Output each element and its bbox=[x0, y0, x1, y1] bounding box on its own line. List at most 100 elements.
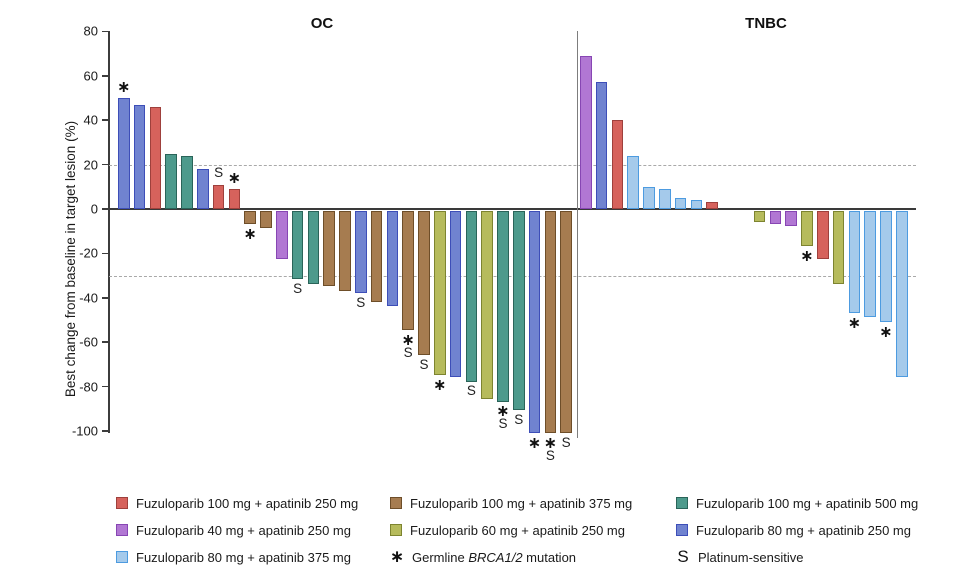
bar bbox=[465, 210, 478, 382]
bar bbox=[497, 210, 509, 402]
platinum-sensitive-marker: S bbox=[403, 345, 413, 361]
bar bbox=[165, 153, 177, 209]
legend-item: Fuzuloparib 100 mg + apatinib 375 mg bbox=[390, 494, 632, 512]
platinum-sensitive-marker: S bbox=[514, 412, 524, 428]
bar bbox=[880, 210, 892, 322]
bar bbox=[896, 210, 908, 378]
bar bbox=[260, 210, 272, 229]
brca-mutation-marker: ∗ bbox=[496, 401, 510, 421]
bar bbox=[643, 186, 655, 209]
legend-item: Fuzuloparib 80 mg + apatinib 250 mg bbox=[676, 521, 911, 539]
bar bbox=[611, 120, 624, 209]
legend-item: S Platinum-sensitive bbox=[676, 547, 804, 566]
bar bbox=[706, 202, 718, 209]
bar bbox=[560, 210, 572, 433]
legend-item: Fuzuloparib 40 mg + apatinib 250 mg bbox=[116, 521, 351, 539]
brca-mutation-marker: ∗ bbox=[243, 223, 257, 243]
bar bbox=[118, 98, 130, 209]
platinum-sensitive-marker: S bbox=[293, 281, 303, 297]
platinum-sensitive-marker: S bbox=[561, 434, 571, 450]
bar bbox=[355, 210, 367, 293]
legend-swatch bbox=[676, 497, 688, 509]
bar bbox=[848, 210, 861, 313]
bar bbox=[481, 210, 493, 400]
platinum-sensitive-marker: S bbox=[545, 447, 555, 463]
bar bbox=[580, 55, 592, 209]
legend-swatch bbox=[116, 497, 128, 509]
y-tick-label: 20 bbox=[83, 157, 98, 173]
platinum-sensitive-s-icon: S bbox=[677, 547, 689, 566]
legend-swatch bbox=[116, 524, 128, 536]
y-tick-label: -60 bbox=[79, 334, 98, 350]
bar bbox=[595, 82, 608, 209]
bar bbox=[149, 106, 162, 209]
brca-mutation-marker: ∗ bbox=[847, 312, 862, 332]
zero-baseline bbox=[109, 208, 916, 210]
platinum-sensitive-marker: S bbox=[498, 416, 508, 432]
legend-item: Fuzuloparib 100 mg + apatinib 250 mg bbox=[116, 494, 358, 512]
y-tick-label: -80 bbox=[79, 379, 98, 395]
bar bbox=[769, 210, 782, 224]
dashed-reference-line bbox=[109, 275, 916, 277]
bar bbox=[528, 210, 541, 433]
y-tick bbox=[102, 252, 109, 255]
y-tick bbox=[102, 75, 109, 77]
brca-mutation-marker: ∗ bbox=[433, 374, 447, 394]
bar bbox=[339, 210, 351, 291]
y-tick-label: 60 bbox=[83, 68, 98, 84]
bar bbox=[753, 210, 766, 222]
y-tick-label: 0 bbox=[90, 201, 98, 217]
y-tick bbox=[102, 385, 109, 388]
legend-item: ∗ Germline BRCA1/2 mutation bbox=[390, 548, 576, 566]
y-tick-label: 40 bbox=[83, 112, 98, 128]
legend-label: Fuzuloparib 100 mg + apatinib 500 mg bbox=[696, 495, 919, 511]
y-tick bbox=[102, 119, 109, 121]
bar bbox=[513, 210, 525, 411]
y-tick bbox=[102, 430, 109, 432]
legend-label: Fuzuloparib 60 mg + apatinib 250 mg bbox=[410, 522, 625, 538]
legend-item: Fuzuloparib 100 mg + apatinib 500 mg bbox=[676, 494, 918, 512]
brca-mutation-marker: ∗ bbox=[227, 167, 242, 187]
y-tick bbox=[102, 30, 109, 33]
bar bbox=[370, 210, 383, 302]
bar bbox=[817, 210, 829, 260]
legend-item: Fuzuloparib 80 mg + apatinib 375 mg bbox=[116, 548, 351, 566]
bar bbox=[291, 210, 304, 280]
legend-label: Germline BRCA1/2 mutation bbox=[412, 549, 577, 565]
bar bbox=[323, 210, 335, 287]
brca-mutation-marker: ∗ bbox=[527, 432, 542, 452]
bar bbox=[244, 210, 256, 224]
bar bbox=[674, 197, 687, 209]
bar bbox=[197, 169, 209, 209]
y-tick bbox=[102, 208, 109, 210]
bar bbox=[212, 184, 225, 209]
y-tick bbox=[102, 163, 109, 166]
bar bbox=[276, 210, 288, 260]
platinum-sensitive-marker: S bbox=[214, 165, 224, 181]
brca-mutation-marker: ∗ bbox=[543, 432, 558, 452]
platinum-sensitive-marker: S bbox=[466, 383, 476, 399]
bar bbox=[133, 104, 146, 209]
legend-item: Fuzuloparib 60 mg + apatinib 250 mg bbox=[390, 521, 625, 539]
legend-label: Platinum-sensitive bbox=[698, 549, 804, 565]
platinum-sensitive-marker: S bbox=[419, 356, 429, 372]
legend-label: Fuzuloparib 100 mg + apatinib 375 mg bbox=[410, 495, 633, 511]
y-tick-label: -20 bbox=[79, 245, 98, 261]
brca-mutation-marker: ∗ bbox=[800, 246, 814, 266]
y-tick-label: 80 bbox=[83, 23, 98, 39]
bar bbox=[434, 210, 446, 375]
group-title-oc: OC bbox=[310, 15, 334, 32]
y-tick-label: -100 bbox=[71, 423, 98, 439]
bar bbox=[627, 155, 639, 209]
bar bbox=[785, 210, 797, 227]
bar bbox=[228, 189, 241, 209]
bar bbox=[832, 210, 845, 284]
bar bbox=[864, 210, 876, 318]
platinum-sensitive-marker: S bbox=[356, 294, 366, 310]
group-divider-line bbox=[577, 31, 579, 438]
y-tick-label: -40 bbox=[79, 290, 98, 306]
y-axis-line bbox=[108, 31, 110, 433]
group-title-tnbc: TNBC bbox=[745, 15, 787, 32]
legend-label: Fuzuloparib 80 mg + apatinib 375 mg bbox=[136, 549, 351, 565]
